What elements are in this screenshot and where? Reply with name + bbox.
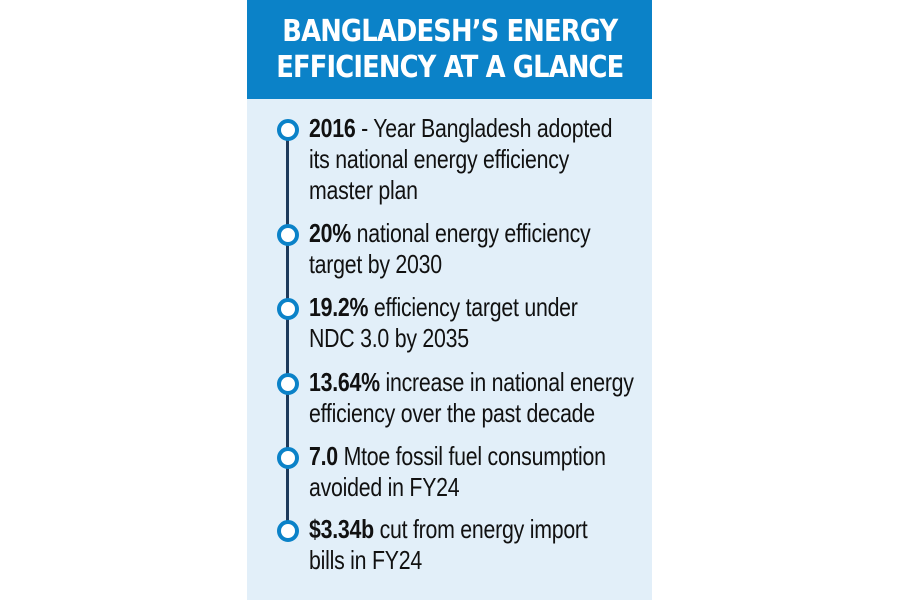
timeline-item-text: 7.0 Mtoe fossil fuel consumption avoided… [309,441,637,503]
timeline-item-text: 20% national energy efficiency target by… [309,218,637,280]
timeline-dot-icon [277,447,299,469]
timeline-dot-icon [277,520,299,542]
timeline-dot-icon [277,298,299,320]
stat-description-line: efficiency target under [373,292,578,322]
stat-description-line: Mtoe fossil fuel consumption [343,441,606,471]
timeline-item-text: 2016 - Year Bangladesh adopted its natio… [309,113,637,206]
stat-value: $3.34b [309,514,374,544]
timeline-item-text: $3.34b cut from energy import bills in F… [309,514,637,576]
timeline: 2016 - Year Bangladesh adopted its natio… [247,99,652,600]
stat-description-line: cut from energy import [379,514,588,544]
timeline-item-text: 19.2% efficiency target under NDC 3.0 by… [309,292,637,354]
title-line-2: EFFICIENCY AT A GLANCE [275,49,624,85]
stat-description-line: target by 2030 [309,249,442,279]
header-banner: BANGLADESH’S ENERGY EFFICIENCY AT A GLAN… [247,0,652,99]
stat-description-line: bills in FY24 [309,545,422,575]
stat-value: 2016 [309,113,356,143]
timeline-item-text: 13.64% increase in national energy effic… [309,367,637,429]
timeline-dot-icon [277,119,299,141]
stat-description-line: national energy efficiency [356,218,591,248]
timeline-line [286,126,289,530]
timeline-dot-icon [277,373,299,395]
stat-description-line: master plan [309,175,418,205]
infographic-card: BANGLADESH’S ENERGY EFFICIENCY AT A GLAN… [247,0,652,600]
timeline-dot-icon [277,224,299,246]
stat-description-line: - Year Bangladesh adopted [361,113,613,143]
stat-description-line: increase in national energy [385,367,634,397]
stat-value: 7.0 [309,441,338,471]
stat-description-line: its national energy efficiency [309,144,570,174]
stat-description-line: NDC 3.0 by 2035 [309,323,469,353]
title-line-1: BANGLADESH’S ENERGY [281,13,618,49]
stat-value: 13.64% [309,367,380,397]
stat-description-line: efficiency over the past decade [309,398,595,428]
stat-value: 19.2% [309,292,369,322]
stat-description-line: avoided in FY24 [309,472,460,502]
infographic-title: BANGLADESH’S ENERGY EFFICIENCY AT A GLAN… [275,13,624,86]
stat-value: 20% [309,218,351,248]
